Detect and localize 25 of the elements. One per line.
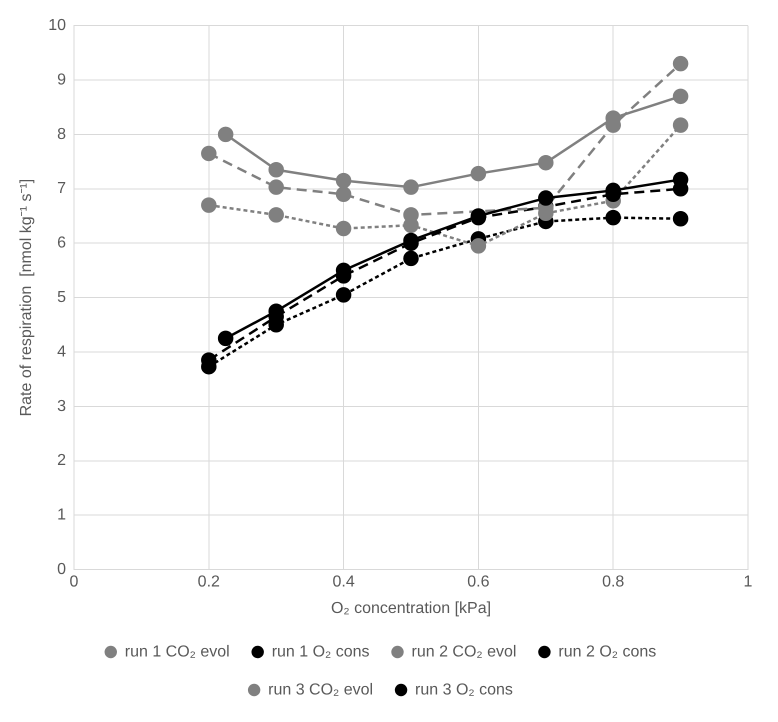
y-tick-label: 1 xyxy=(57,506,66,524)
x-tick-label: 1 xyxy=(744,574,753,591)
legend-label: run 3 O₂ cons xyxy=(415,681,513,698)
y-tick-label: 9 xyxy=(57,71,66,88)
y-tick-label: 8 xyxy=(57,126,66,143)
x-tick-label: 0 xyxy=(70,574,79,591)
x-tick-label: 0.2 xyxy=(198,574,220,591)
x-tick-label: 0.8 xyxy=(602,574,624,591)
y-tick-label: 0 xyxy=(57,561,66,578)
x-tick-label: 0.4 xyxy=(332,574,355,591)
y-tick-label: 2 xyxy=(57,452,66,470)
legend-label: run 3 CO₂ evol xyxy=(268,681,374,698)
y-axis-title: Rate of respiration [nmol kg⁻¹ s⁻¹] xyxy=(18,178,36,416)
legend-label: run 1 O₂ cons xyxy=(272,643,370,660)
legend-label: run 2 O₂ cons xyxy=(558,643,656,660)
x-axis-title: O₂ concentration [kPa] xyxy=(330,600,492,617)
y-tick-label: 3 xyxy=(57,398,66,415)
legend-label: run 1 CO₂ evol xyxy=(124,643,230,660)
legend-label: run 2 CO₂ evol xyxy=(412,643,516,660)
y-tick-label: 7 xyxy=(57,180,66,198)
y-tick-label: 10 xyxy=(48,17,66,34)
x-tick-label: 0.6 xyxy=(467,574,490,591)
y-tick-label: 6 xyxy=(57,234,66,252)
y-tick-label: 4 xyxy=(57,343,66,360)
y-tick-label: 5 xyxy=(57,289,66,306)
